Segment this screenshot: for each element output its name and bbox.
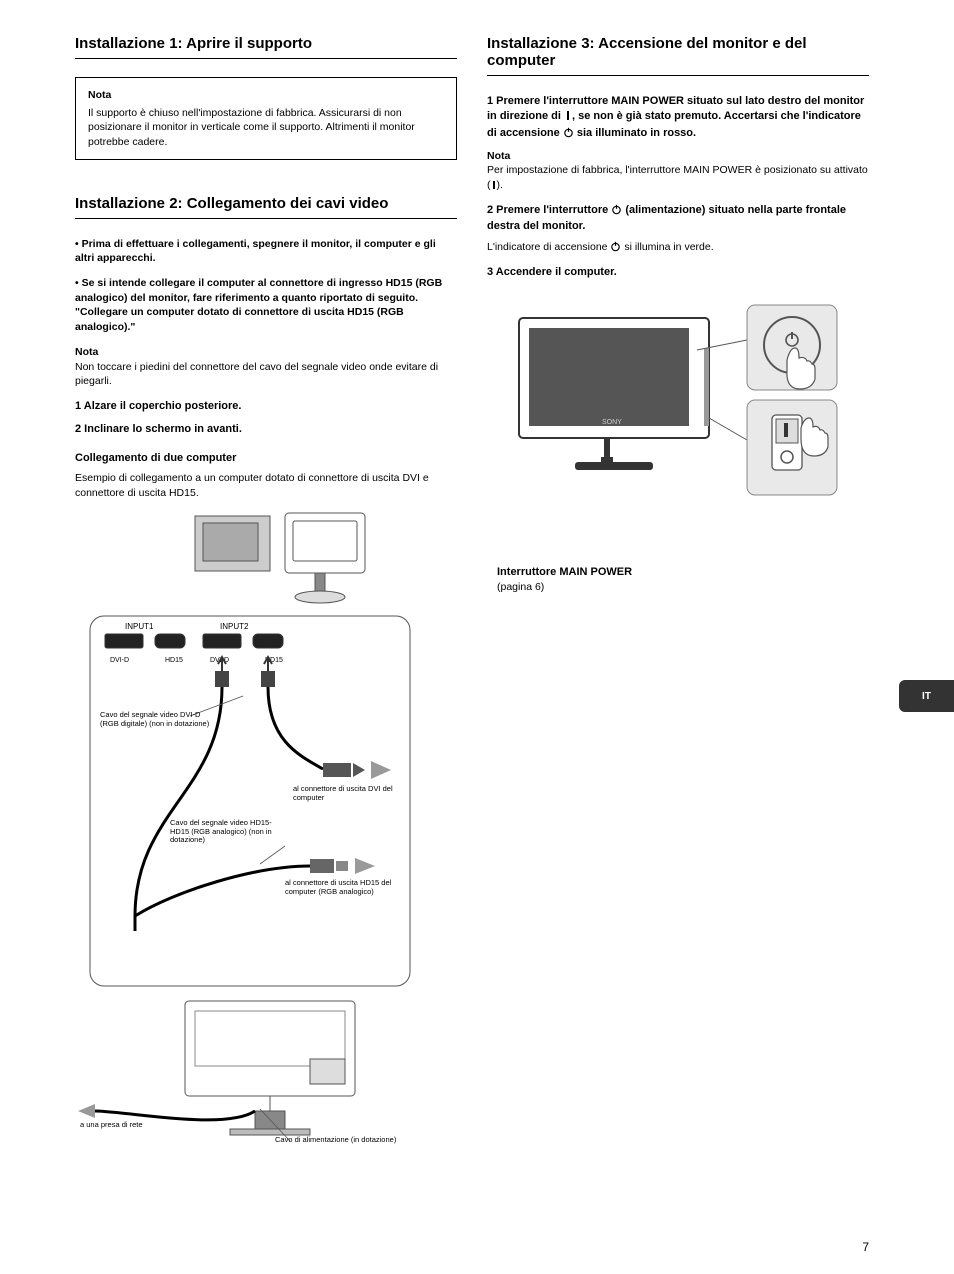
bullet-2: • Se si intende collegare il computer al…	[75, 276, 457, 335]
step-r2-body: L'indicatore di accensione si illumina i…	[487, 240, 869, 257]
section-title-3: Installazione 3: Accensione del monitor …	[487, 35, 869, 76]
step-r1: 1 Premere l'interruttore MAIN POWER situ…	[487, 94, 869, 143]
warning-body: Il supporto è chiuso nell'impostazione d…	[88, 106, 444, 149]
step-r2: 2 Premere l'interruttore (alimentazione)…	[487, 203, 869, 235]
connection-diagram: INPUT1 INPUT2 DVI-D HD15 DVI-D HD15	[75, 511, 457, 1156]
subsection-1-body: Esempio di collegamento a un computer do…	[75, 471, 457, 500]
subsection-1: Collegamento di due computer	[75, 451, 457, 466]
monitor-power-diagram: SONY	[487, 300, 869, 525]
note-r1: Nota Per impostazione di fabbrica, l'int…	[487, 149, 869, 195]
step-2: 2 Inclinare lo schermo in avanti.	[75, 422, 457, 437]
bullet-1: • Prima di effettuare i collegamenti, sp…	[75, 237, 457, 266]
svg-text:INPUT1: INPUT1	[125, 622, 154, 631]
language-tab: IT	[899, 680, 954, 712]
power-icon-2	[611, 204, 622, 220]
svg-text:INPUT2: INPUT2	[220, 622, 249, 631]
power-icon-3	[610, 241, 621, 257]
power-icon	[563, 127, 574, 143]
switch-caption: Interruttore MAIN POWER (pagina 6)	[497, 565, 869, 594]
section-title-2: Installazione 2: Collegamento dei cavi v…	[75, 195, 457, 219]
on-symbol-icon	[564, 110, 572, 126]
left-column: Installazione 1: Aprire il supporto Nota…	[75, 0, 457, 1156]
note-block: Nota Non toccare i piedini del connettor…	[75, 345, 457, 389]
step-r3: 3 Accendere il computer.	[487, 265, 869, 280]
warning-box: Nota Il supporto è chiuso nell'impostazi…	[75, 77, 457, 160]
right-column: Installazione 3: Accensione del monitor …	[487, 0, 869, 1156]
step-1: 1 Alzare il coperchio posteriore.	[75, 399, 457, 414]
page-number: 7	[862, 1240, 869, 1254]
section-title-1: Installazione 1: Aprire il supporto	[75, 35, 457, 59]
svg-text:SONY: SONY	[602, 419, 622, 426]
svg-text:HD15: HD15	[165, 657, 183, 664]
warning-head: Nota	[88, 88, 444, 102]
svg-text:DVI-D: DVI-D	[110, 657, 129, 664]
